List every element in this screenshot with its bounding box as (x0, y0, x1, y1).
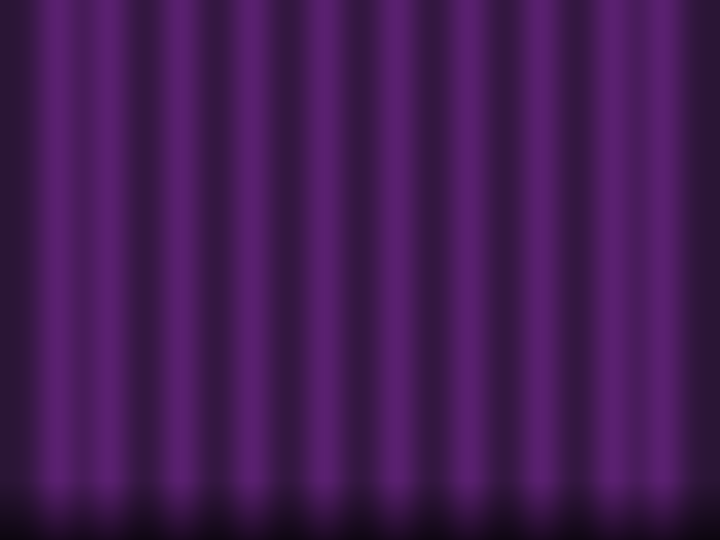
FancyBboxPatch shape (238, 227, 414, 316)
Text: CS: CS (107, 248, 142, 272)
Text: Punished by Parent: Punished by Parent (268, 180, 384, 193)
Text: UCS: UCS (297, 248, 354, 272)
Text: UCR: UCR (498, 143, 557, 166)
Text: CS: CS (143, 353, 178, 377)
Text: Steal a Cookie: Steal a Cookie (81, 285, 167, 298)
Text: UCS: UCS (297, 143, 354, 166)
Text: Thought of Stealing Cookie: Thought of Stealing Cookie (79, 390, 241, 403)
FancyBboxPatch shape (439, 122, 616, 211)
Text: CR: CR (508, 353, 546, 377)
Text: Discomfort: Discomfort (495, 390, 560, 403)
Text: Punished by Parent: Punished by Parent (268, 285, 384, 298)
FancyBboxPatch shape (36, 227, 212, 316)
FancyBboxPatch shape (36, 332, 284, 421)
FancyBboxPatch shape (439, 332, 616, 421)
Text: Discomfort: Discomfort (495, 285, 560, 298)
Text: UCR: UCR (498, 248, 557, 272)
Text: Discomfort: Discomfort (495, 180, 560, 193)
FancyBboxPatch shape (439, 227, 616, 316)
Text: Classical Conditioning: Classical Conditioning (119, 38, 601, 76)
FancyBboxPatch shape (238, 122, 414, 211)
